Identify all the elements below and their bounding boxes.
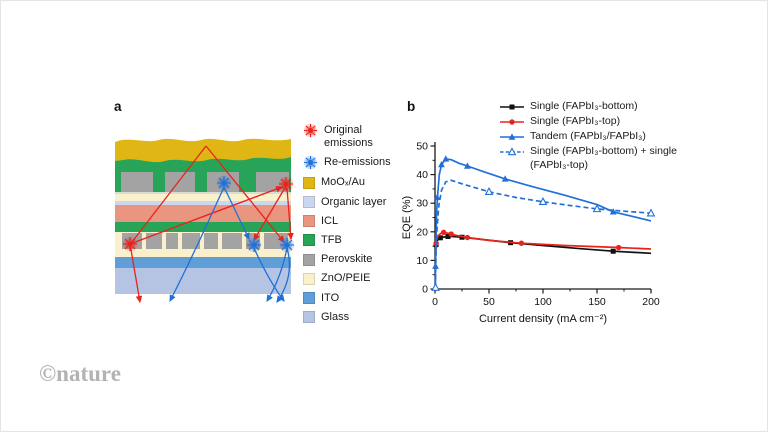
re-emission-rays (169, 186, 291, 303)
emission-burst-icon (303, 123, 318, 138)
legend-layer-6: ITO (303, 292, 400, 305)
layer-zno-peie-top (115, 194, 291, 201)
chart-legend-item-0: Single (FAPbI₃-bottom) (499, 100, 683, 113)
legend-layer-label: Perovskite (321, 253, 373, 266)
re-emission-spot (216, 175, 232, 191)
chart-legend-label: Single (FAPbI₃-bottom) + single (FAPbI₃-… (530, 145, 677, 171)
chart-legend-item-2: Tandem (FAPbI₃/FAPbI₃) (499, 130, 683, 143)
svg-text:50: 50 (416, 141, 428, 153)
chart-legend-label: Single (FAPbI₃-top) (530, 115, 621, 128)
layer-organic (115, 201, 291, 205)
original-emission-spot (122, 236, 138, 252)
layer-color-swatch (303, 311, 315, 324)
chart-legend-marker-icon (500, 133, 524, 140)
legend-emission-label: Re-emissions (324, 156, 391, 169)
legend-layer-label: ICL (321, 214, 339, 227)
chart-legend-marker-icon (500, 104, 524, 110)
legend-layer-0: MoOₓ/Au (303, 176, 400, 189)
layer-color-swatch (303, 215, 315, 228)
y-axis-label: EQE (%) (401, 196, 413, 239)
chart-legend-item-1: Single (FAPbI₃-top) (499, 115, 683, 128)
layer-color-swatch (303, 234, 315, 247)
chart-legend-label: Single (FAPbI₃-bottom) (530, 100, 638, 112)
legend-emission-label: Original emissions (324, 124, 373, 150)
legend-layer-1: Organic layer (303, 196, 400, 209)
original-emission-rays (129, 145, 294, 304)
svg-text:100: 100 (534, 296, 552, 308)
layer-ito (115, 257, 291, 268)
panel-b: b 0 50 100 150 200 0 10 20 30 40 50 Current density… (401, 96, 693, 341)
svg-text:10: 10 (416, 255, 428, 267)
chart-legend-marker-icon (500, 147, 524, 156)
svg-text:50: 50 (483, 296, 495, 308)
layer-color-swatch (303, 292, 315, 304)
svg-text:30: 30 (416, 198, 428, 210)
layer-glass (115, 268, 291, 294)
panel-a: a (101, 96, 401, 341)
re-emission-spot (279, 237, 295, 253)
chart-legend-item-3: Single (FAPbI₃-bottom) + single (FAPbI₃-… (499, 145, 683, 171)
svg-text:0: 0 (432, 296, 438, 308)
legend-layer-label: TFB (321, 233, 342, 246)
layer-color-swatch (303, 176, 315, 189)
x-axis-label: Current density (mA cm⁻²) (479, 313, 607, 325)
panel-a-label: a (114, 99, 122, 114)
svg-text:150: 150 (588, 296, 606, 308)
legend-layer-3: TFB (303, 234, 400, 247)
layer-color-swatch (303, 272, 315, 285)
chart-legend: Single (FAPbI₃-bottom) Single (FAPbI₃-top… (499, 100, 683, 172)
re-emission-spot (246, 237, 262, 253)
legend-layer-7: Glass (303, 311, 400, 324)
legend-emission-0: Original emissions (303, 123, 400, 150)
svg-text:20: 20 (416, 226, 428, 238)
device-stack-diagram (115, 138, 295, 304)
nature-logo: ©nature (39, 361, 121, 386)
layer-thin-interface (115, 192, 291, 194)
legend-layer-label: Organic layer (321, 195, 387, 208)
legend-layer-label: MoOₓ/Au (321, 176, 365, 189)
panel-a-legend: Original emissions Re-emissions MoOₓ/Au Org… (303, 123, 400, 324)
emission-burst-icon (303, 155, 318, 171)
legend-layer-5: ZnO/PEIE (303, 272, 400, 285)
legend-layer-label: ITO (321, 291, 340, 304)
chart-legend-label: Tandem (FAPbI₃/FAPbI₃) (530, 130, 646, 143)
legend-emission-1: Re-emissions (303, 155, 400, 171)
legend-layer-label: ZnO/PEIE (321, 272, 371, 285)
series-line-3 (434, 179, 652, 288)
layer-zno-peie-bottom (115, 250, 291, 257)
legend-layer-label: Glass (321, 310, 350, 323)
legend-layer-2: ICL (303, 215, 400, 228)
layer-color-swatch (303, 196, 315, 209)
panel-b-label: b (407, 99, 416, 114)
eqe-chart: 0 50 100 150 200 0 10 20 30 40 50 Current density (… (401, 141, 660, 326)
series-line-2 (434, 157, 652, 290)
original-emission-spot (278, 176, 294, 192)
svg-text:40: 40 (416, 169, 428, 181)
layer-icl (115, 205, 291, 222)
layer-color-swatch (303, 253, 315, 266)
chart-legend-marker-icon (500, 119, 524, 125)
legend-layer-4: Perovskite (303, 253, 400, 266)
svg-text:200: 200 (642, 296, 660, 308)
layer-tfb-bottom (115, 222, 291, 232)
svg-text:0: 0 (422, 284, 428, 296)
